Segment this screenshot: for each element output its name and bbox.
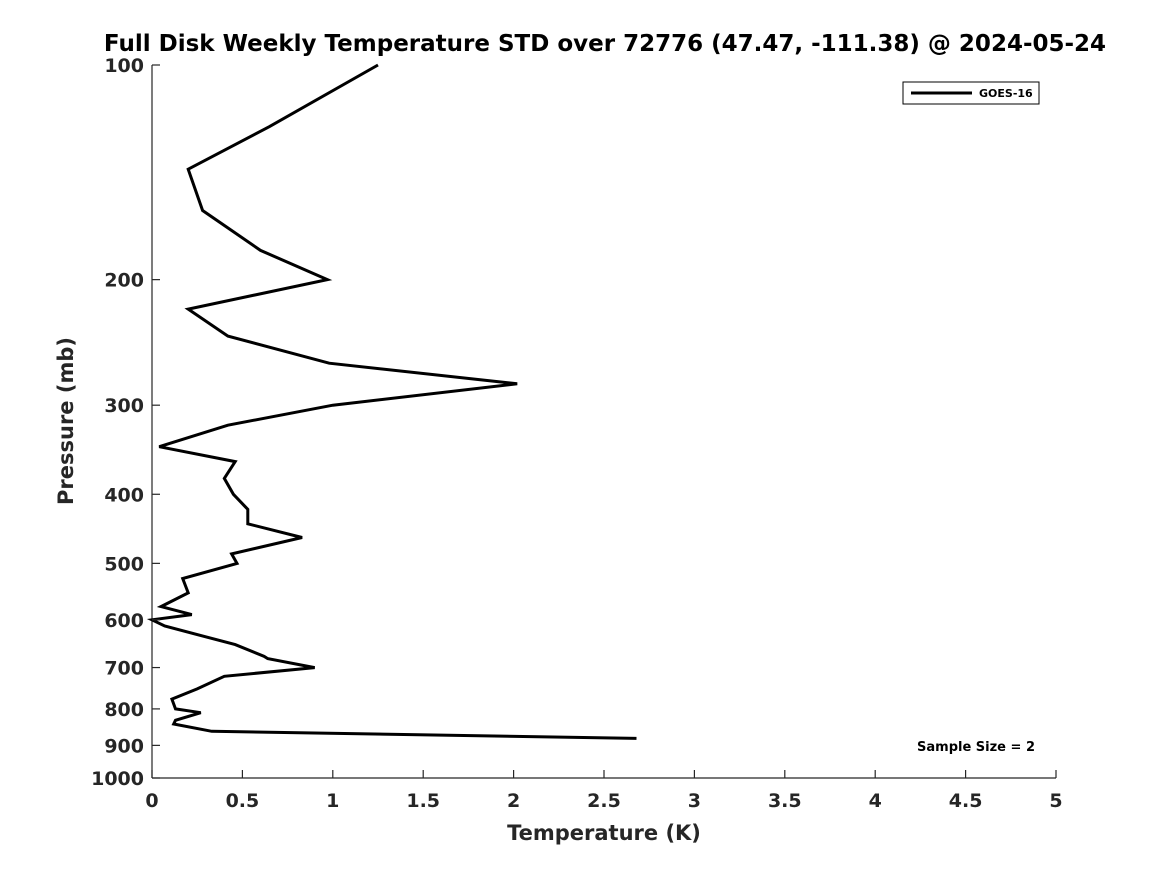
legend: GOES-16 (902, 81, 1040, 105)
sample-size-annotation: Sample Size = 2 (917, 740, 1035, 755)
y-tick-label: 800 (104, 699, 144, 721)
y-tick-label: 300 (104, 395, 144, 417)
x-axis-label: Temperature (K) (507, 821, 701, 845)
y-tick-label: 700 (104, 658, 144, 680)
y-tick-label: 900 (104, 735, 144, 757)
y-tick-label: 100 (104, 55, 144, 77)
y-tick-label: 500 (104, 553, 144, 575)
y-tick-label: 200 (104, 270, 144, 292)
x-tick-label: 2.5 (587, 790, 621, 812)
y-tick-label: 400 (104, 484, 144, 506)
y-tick-label: 600 (104, 610, 144, 632)
x-tick-label: 4.5 (949, 790, 983, 812)
x-tick-label: 3 (688, 790, 701, 812)
y-axis: 100 200 300 400 500 600 700 800 900 1000 (91, 55, 160, 790)
x-tick-label: 1 (326, 790, 339, 812)
x-tick-label: 3.5 (768, 790, 802, 812)
x-tick-label: 1.5 (406, 790, 440, 812)
x-tick-label: 0.5 (226, 790, 260, 812)
chart-title: Full Disk Weekly Temperature STD over 72… (104, 31, 1106, 57)
series-line-goes-16 (146, 63, 637, 740)
y-tick-label: 1000 (91, 768, 144, 790)
plot-area (146, 63, 1056, 779)
x-tick-label: 2 (507, 790, 520, 812)
x-tick-label: 0 (145, 790, 158, 812)
x-tick-label: 5 (1049, 790, 1062, 812)
x-axis: 0 0.5 1 1.5 2 2.5 3 3.5 4 4.5 5 (145, 770, 1063, 812)
y-axis-label: Pressure (mb) (54, 337, 78, 505)
legend-label-goes-16: GOES-16 (979, 87, 1033, 100)
x-tick-label: 4 (869, 790, 882, 812)
